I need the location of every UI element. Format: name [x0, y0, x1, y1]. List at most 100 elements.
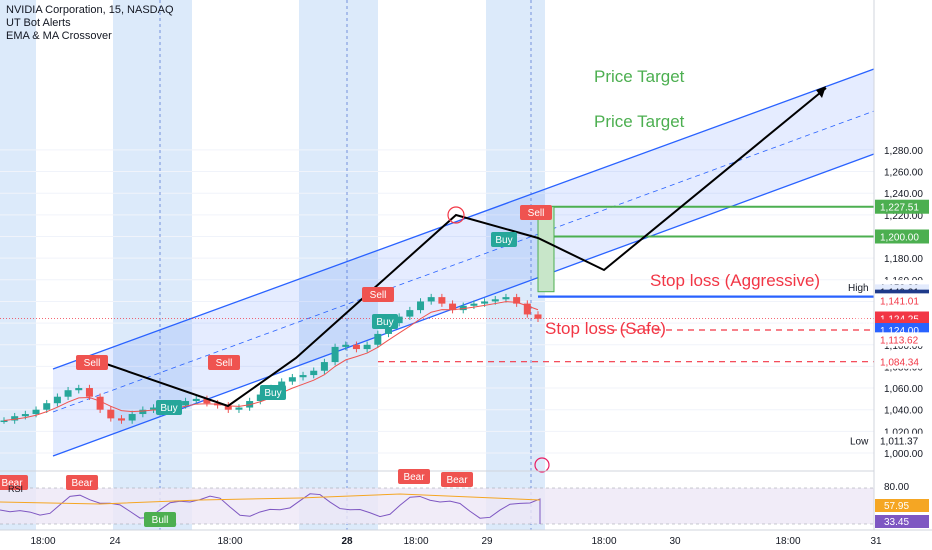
rsi-tag-1: 57.95: [884, 501, 909, 512]
candle-body: [203, 398, 211, 404]
candle-body: [224, 405, 232, 410]
candle-body: [342, 344, 350, 347]
bear-divergence: Bear: [403, 472, 425, 483]
candle-body: [32, 409, 40, 415]
rsi-band: [0, 488, 874, 524]
indicator-ema-ma[interactable]: EMA & MA Crossover: [6, 30, 112, 42]
tag-1141: 1,141.01: [880, 296, 919, 307]
tag-1200: 1,200.00: [880, 233, 919, 244]
indicator-ut-bot[interactable]: UT Bot Alerts: [6, 17, 71, 29]
bear-divergence: Bear: [1, 478, 23, 489]
price-tick-label: 1,260.00: [884, 168, 923, 179]
candle-body: [299, 375, 307, 378]
candle-body: [523, 303, 531, 315]
buy-signal-bg: [156, 400, 182, 415]
candle-body: [427, 297, 435, 302]
candle-body: [11, 416, 19, 421]
bear-divergence-bg: [398, 469, 430, 484]
candle-body: [107, 409, 115, 419]
rsi-tag-1-bg: [875, 499, 929, 512]
stop-safe-label: Stop loss (Safe): [545, 319, 666, 338]
projection-path: [85, 87, 827, 408]
bear-divergence-bg: [0, 475, 28, 490]
candle-body: [470, 303, 478, 306]
chart-legend: NVIDIA Corporation, 15, NASDAQ UT Bot Al…: [6, 4, 174, 43]
sell-signal: Sell: [84, 358, 101, 369]
candle-body: [278, 381, 286, 389]
buy-signal-bg: [372, 314, 398, 329]
bull-divergence-bg: [144, 512, 176, 527]
time-tick-label: 30: [669, 536, 681, 547]
candle-body: [417, 301, 425, 311]
sell-signal: Sell: [216, 358, 233, 369]
candle-body: [53, 396, 61, 404]
low-tag-bg: [875, 433, 929, 448]
candle-body: [406, 310, 414, 317]
time-tick-label: 28: [341, 536, 353, 547]
time-tick-label: 29: [481, 536, 493, 547]
candle-body: [85, 388, 93, 397]
candle-body: [331, 346, 339, 363]
candle-body: [75, 388, 83, 391]
candle-body: [182, 401, 190, 406]
channel-mid: [52, 110, 875, 413]
bid-label: Bid: [854, 330, 867, 340]
tag-1200-bg: [875, 229, 929, 244]
candle-body: [288, 377, 296, 382]
session-band: [113, 0, 192, 530]
candle-body: [374, 333, 382, 345]
bid-tag: 1,124.00: [880, 326, 919, 337]
ask-label: Ask: [852, 314, 868, 324]
session-band: [486, 0, 545, 530]
candle-body: [96, 396, 104, 410]
time-tick-label: 18:00: [30, 536, 55, 547]
rsi-tick-80: 80.00: [884, 482, 909, 493]
rsi-label: RSI: [8, 484, 23, 494]
price-tick-label: 1,020.00: [884, 427, 923, 438]
price-tick-label: 1,180.00: [884, 254, 923, 265]
price-tick-label: 1,220.00: [884, 211, 923, 222]
high-label: High: [848, 283, 869, 294]
top-circle: [447, 206, 465, 224]
candle-body: [43, 403, 51, 410]
bear-divergence: Bear: [71, 478, 93, 489]
price-axis-bg: [874, 0, 932, 550]
buy-signal: Buy: [264, 388, 281, 399]
session-band: [0, 0, 36, 530]
sell-signal-bg: [362, 287, 394, 302]
bear-divergence: Bear: [446, 475, 468, 486]
candle-body: [481, 301, 489, 304]
candle-body: [117, 418, 125, 421]
sell-signal-bg: [76, 355, 108, 370]
candle-body: [352, 344, 360, 350]
bull-divergence: Bull: [152, 515, 169, 526]
price-tick-label: 1,240.00: [884, 189, 923, 200]
price-target-label-2: Price Target: [594, 112, 685, 131]
rsi-tag-2-bg: [875, 515, 929, 528]
candle-body: [192, 398, 200, 402]
time-tick-label: 24: [109, 536, 121, 547]
candle-body: [320, 362, 328, 371]
tag-1084: 1,084.34: [880, 358, 919, 369]
price-target-label-1: Price Target: [594, 67, 685, 86]
price-tick-label: 1,280.00: [884, 146, 923, 157]
candle-body: [139, 409, 147, 415]
sell-signal: Sell: [528, 208, 545, 219]
channel-fill: [53, 69, 874, 456]
stop-aggressive-label: Stop loss (Aggressive): [650, 271, 820, 290]
candle-body: [150, 407, 158, 410]
time-tick-label: 18:00: [403, 536, 428, 547]
alert-icon: [534, 457, 550, 473]
price-tick-label: 1,060.00: [884, 384, 923, 395]
time-tick-label: 18:00: [775, 536, 800, 547]
buy-signal: Buy: [160, 403, 177, 414]
rsi-ma-line: [0, 493, 541, 505]
rsi-tag-2: 33.45: [884, 517, 909, 528]
low-label: Low: [850, 437, 869, 448]
candle-body: [491, 299, 499, 302]
candle-body: [21, 414, 29, 417]
price-tick-label: 1,000.00: [884, 449, 923, 460]
candle-body: [395, 316, 403, 324]
candle-body: [310, 370, 318, 376]
